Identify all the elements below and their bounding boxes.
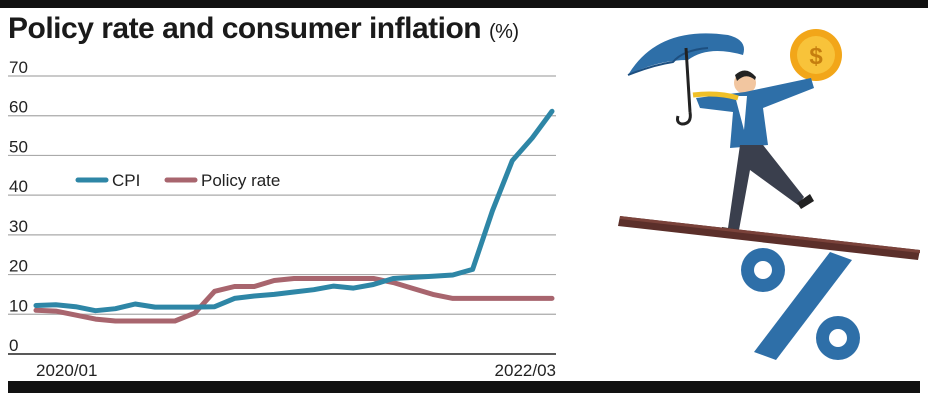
series-lines [33, 108, 555, 324]
y-tick-label: 10 [9, 296, 28, 315]
y-tick-label: 50 [9, 137, 28, 156]
businessman-balance-illustration: $ [618, 29, 920, 360]
x-tick-label: 2022/03 [495, 361, 556, 380]
bottom-rule [8, 381, 920, 393]
top-rule [0, 0, 928, 8]
x-tick-label: 2020/01 [36, 361, 97, 380]
gridlines [8, 75, 556, 355]
y-axis-ticks: 0 10 20 30 40 50 60 70 [9, 58, 28, 355]
line-chart: 0 10 20 30 40 50 60 70 2020/01 2022/03 CPI Policy… [8, 58, 556, 380]
chart-title: Policy rate and consumer inflation (%) [8, 12, 519, 46]
umbrella-icon [627, 33, 744, 126]
y-tick-label: 20 [9, 257, 28, 276]
title-unit: (%) [488, 21, 519, 43]
dollar-coin-icon: $ [790, 29, 842, 81]
businessman-figure [692, 70, 814, 236]
percent-sign-icon [741, 248, 860, 360]
seesaw-plank [618, 216, 920, 260]
y-tick-label: 30 [9, 217, 28, 236]
x-axis-ticks: 2020/01 2022/03 [36, 361, 556, 380]
legend-label: CPI [112, 171, 140, 190]
legend: CPI Policy rate [75, 171, 280, 190]
y-tick-label: 60 [9, 98, 28, 117]
y-tick-label: 0 [9, 336, 18, 355]
y-tick-label: 70 [9, 58, 28, 77]
legend-label: Policy rate [201, 171, 280, 190]
y-tick-label: 40 [9, 177, 28, 196]
title-text: Policy rate and consumer inflation [8, 12, 482, 45]
svg-text:$: $ [809, 43, 823, 70]
